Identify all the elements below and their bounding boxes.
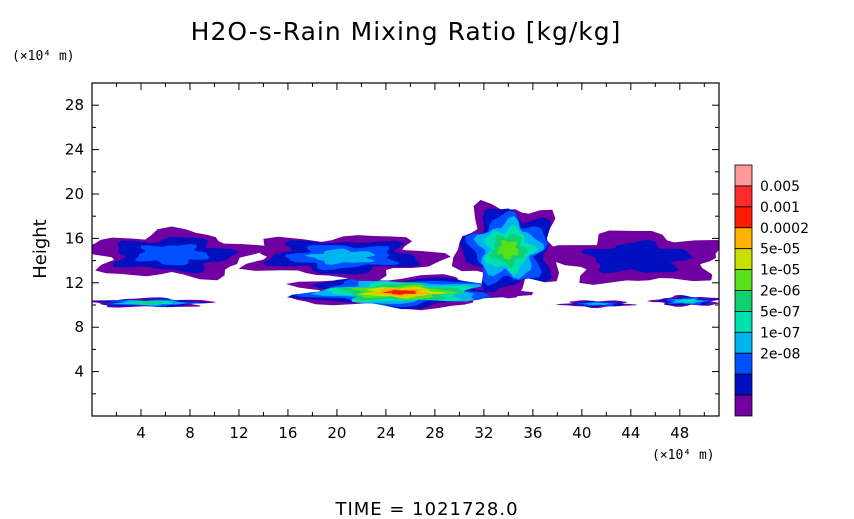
colorbar-swatch: [734, 352, 753, 375]
x-tick-label: 36: [523, 424, 542, 442]
y-axis-label: Height: [30, 219, 51, 279]
y-tick-label: 24: [65, 141, 84, 159]
colorbar-label: 0.001: [760, 200, 800, 216]
y-axis-unit: (×10⁴ m): [12, 49, 75, 64]
x-tick-label: 32: [474, 424, 493, 442]
colorbar-swatch: [734, 227, 753, 250]
field-contour-upper-anvil-mid-3: [304, 248, 375, 265]
colorbar-label: 2e-08: [760, 346, 800, 362]
colorbar-label: 2e-06: [760, 284, 800, 300]
colorbar-label: 5e-07: [760, 304, 800, 320]
chart-title: H2O-s-Rain Mixing Ratio [kg/kg]: [191, 17, 622, 46]
x-tick-label: 40: [572, 424, 591, 442]
x-axis-ticks: 4 8 12 16 20 24 28 32 36 40 44 48: [115, 83, 705, 442]
colorbar-label: 5e-05: [760, 242, 800, 258]
y-tick-label: 4: [74, 363, 84, 381]
colorbar-swatch: [734, 248, 753, 270]
colorbar-label: 0.0002: [760, 221, 809, 237]
colorbar-swatch: [734, 164, 753, 187]
y-tick-label: 8: [74, 318, 84, 336]
plot-frame: [91, 82, 720, 417]
field-contour-lower-layer-main-9: [382, 289, 417, 295]
rain-field: [92, 199, 719, 311]
field-contour-upper-anvil-left-2: [134, 244, 210, 266]
y-axis-ticks: 4 8 12 16 20 24 28: [65, 96, 719, 395]
x-tick-label: 44: [621, 424, 640, 442]
x-axis-unit: (×10⁴ m): [652, 448, 715, 463]
x-tick-label: 8: [185, 424, 195, 442]
colorbar-label: 1e-07: [760, 325, 800, 341]
x-tick-label: 48: [670, 424, 689, 442]
field-contour-lower-layer-right-1-3: [585, 302, 610, 305]
colorbar-label: 1e-05: [760, 263, 800, 279]
x-tick-label: 28: [425, 424, 444, 442]
time-label: TIME = 1021728.0: [334, 499, 518, 519]
colorbar-swatch: [734, 269, 753, 291]
colorbar-label: 0.005: [760, 179, 800, 195]
y-tick-label: 16: [65, 229, 84, 247]
y-tick-label: 20: [65, 185, 84, 203]
x-tick-label: 24: [376, 424, 395, 442]
colorbar-swatch: [734, 290, 753, 312]
x-tick-label: 16: [278, 424, 297, 442]
field-contour-lower-thin-layer-left-5: [135, 301, 164, 304]
colorbar-swatch: [734, 206, 753, 229]
y-tick-label: 28: [65, 96, 84, 114]
x-tick-label: 20: [327, 424, 346, 442]
field-contour-lower-layer-right-2-4: [677, 299, 698, 303]
x-tick-label: 12: [229, 424, 248, 442]
colorbar-swatch: [734, 373, 753, 396]
colorbar-swatch: [734, 311, 753, 333]
colorbar-swatch: [734, 331, 753, 354]
field-contour-upper-right-1: [581, 239, 694, 274]
colorbar-swatch: [734, 394, 753, 417]
x-tick-label: 4: [136, 424, 146, 442]
y-tick-label: 12: [65, 274, 84, 292]
field-contour-tower-6: [496, 239, 519, 260]
colorbar-swatch: [734, 185, 753, 208]
colorbar: 0.005 0.001 0.0002 5e-05 1e-05 2e-06 5e-07 1e-0…: [734, 164, 809, 417]
